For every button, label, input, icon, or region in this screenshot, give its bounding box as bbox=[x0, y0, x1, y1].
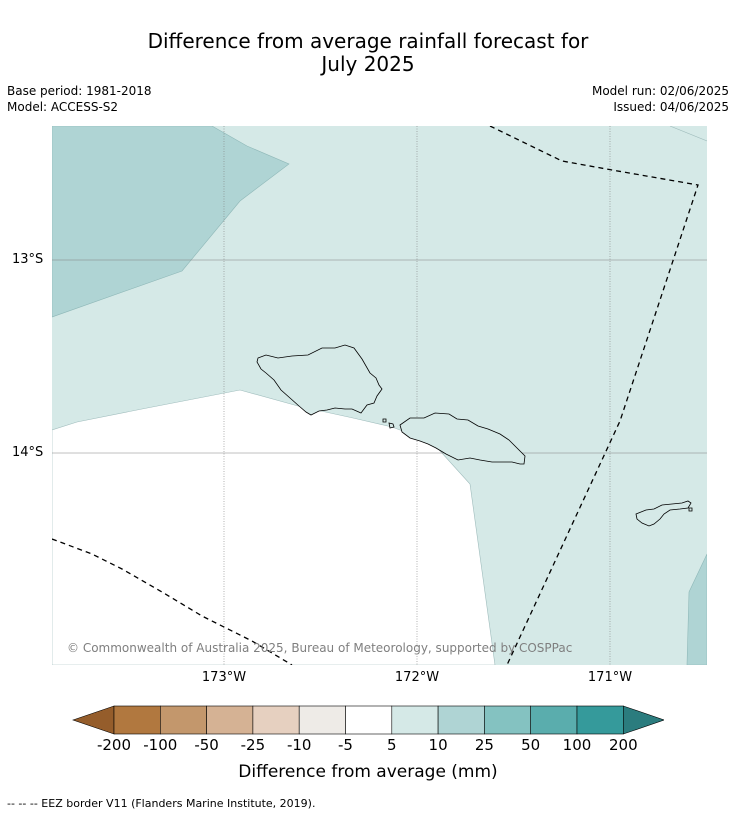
colorbar-tick-label: -50 bbox=[194, 736, 219, 754]
colorbar-tick-label: -100 bbox=[143, 736, 178, 754]
title-line-2: July 2025 bbox=[321, 52, 415, 76]
colorbar-tick-label: -5 bbox=[338, 736, 353, 754]
colorbar-cell bbox=[484, 705, 531, 735]
colorbar-cell bbox=[113, 705, 161, 735]
colorbar-tick-label: 100 bbox=[562, 736, 592, 754]
colorbar bbox=[72, 705, 664, 735]
aunuu-island bbox=[688, 507, 693, 512]
colorbar-cell bbox=[298, 705, 346, 735]
base-period: Base period: 1981-2018 bbox=[7, 84, 152, 98]
colorbar-tick-label: 200 bbox=[608, 736, 638, 754]
map-title: Difference from average rainfall forecas… bbox=[0, 30, 736, 76]
savaii-island bbox=[256, 344, 383, 416]
colorbar-extend-high bbox=[622, 705, 664, 735]
colorbar-tick-label: 10 bbox=[428, 736, 448, 754]
lon-label-173w: 173°W bbox=[201, 670, 247, 685]
colorbar-cell bbox=[252, 705, 300, 735]
colorbar-tick-label: 25 bbox=[474, 736, 494, 754]
apolima-island bbox=[382, 418, 387, 423]
lat-label-13s: 13°S bbox=[12, 252, 44, 267]
colorbar-tick-label: 50 bbox=[521, 736, 541, 754]
colorbar-tick-label: -25 bbox=[240, 736, 266, 754]
tutuila-island bbox=[635, 500, 692, 527]
region-10-25-nw bbox=[52, 126, 290, 318]
colorbar-cell bbox=[160, 705, 207, 735]
islands bbox=[256, 344, 693, 527]
meta-left: Base period: 1981-2018 Model: ACCESS-S2 bbox=[7, 83, 152, 115]
title-line-1: Difference from average rainfall forecas… bbox=[147, 29, 589, 53]
upolu-island bbox=[399, 412, 526, 465]
colorbar-cell bbox=[206, 705, 254, 735]
colorbar-tick-label: -200 bbox=[96, 736, 132, 754]
eez-footnote: -- -- -- EEZ border V11 (Flanders Marine… bbox=[7, 797, 316, 810]
gridlines bbox=[52, 126, 707, 665]
colorbar-cell bbox=[530, 705, 578, 735]
colorbar-tick-label: -10 bbox=[286, 736, 312, 754]
colorbar-extend-low bbox=[72, 705, 115, 735]
issued-date: Issued: 04/06/2025 bbox=[613, 100, 729, 114]
lat-label-14s: 14°S bbox=[12, 445, 44, 460]
colorbar-cell bbox=[391, 705, 439, 735]
model-name: Model: ACCESS-S2 bbox=[7, 100, 119, 114]
rainfall-map bbox=[52, 126, 707, 665]
lon-label-172w: 172°W bbox=[394, 670, 440, 685]
lon-label-171w: 171°W bbox=[587, 670, 633, 685]
region-10-25-se bbox=[686, 553, 707, 665]
manono-island bbox=[388, 422, 395, 429]
colorbar-tick-label: 5 bbox=[387, 736, 397, 754]
copyright-notice: © Commonwealth of Australia 2025, Bureau… bbox=[67, 641, 573, 655]
colorbar-cell bbox=[576, 705, 624, 735]
meta-right: Model run: 02/06/2025 Issued: 04/06/2025 bbox=[592, 83, 729, 115]
colorbar-cell bbox=[437, 705, 485, 735]
region-neutral bbox=[52, 389, 496, 665]
colorbar-title: Difference from average (mm) bbox=[238, 762, 498, 782]
colorbar-cell bbox=[345, 705, 393, 735]
model-run: Model run: 02/06/2025 bbox=[591, 84, 729, 98]
eez-border bbox=[52, 126, 699, 665]
